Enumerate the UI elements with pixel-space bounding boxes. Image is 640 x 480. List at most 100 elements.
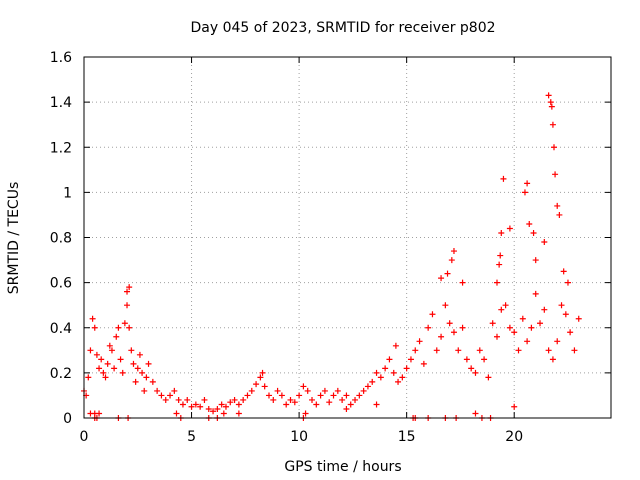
data-point [126,324,133,331]
data-point [550,144,557,151]
data-point [98,356,105,363]
data-point [448,257,455,264]
data-point [392,342,399,349]
data-point [257,374,264,381]
data-point [115,324,122,331]
data-point [571,347,578,354]
data-point [113,333,120,340]
data-point [541,239,548,246]
x-tick-label: 5 [187,429,196,445]
data-point [309,396,316,403]
data-point [283,401,290,408]
y-tick-label: 0.2 [50,366,72,382]
data-point [416,338,423,345]
data-point [192,401,199,408]
data-point [497,252,504,259]
data-point [532,257,539,264]
data-point [496,261,503,268]
data-point [162,396,169,403]
data-point [519,315,526,322]
data-point [515,347,522,354]
data-point [278,392,285,399]
data-point [111,365,118,372]
data-point [489,320,496,327]
data-point [547,99,554,106]
data-point [179,401,186,408]
data-point [554,338,561,345]
data-point [104,360,111,367]
y-tick-label: 0.8 [50,231,72,247]
data-point [558,302,565,309]
y-tick-label: 1.6 [50,50,72,66]
data-point [304,387,311,394]
data-point [356,392,363,399]
data-point [188,403,195,410]
data-point [274,387,281,394]
data-point [395,378,402,385]
data-point [552,171,559,178]
data-point [377,374,384,381]
y-tick-label: 1.2 [50,140,72,156]
x-tick-label: 0 [80,429,89,445]
data-point [463,356,470,363]
data-point [205,405,212,412]
data-point [210,408,217,415]
data-point [218,401,225,408]
data-point [248,387,255,394]
data-point [343,392,350,399]
data-point [425,324,432,331]
data-point [450,329,457,336]
data-point [545,347,552,354]
data-point [554,202,561,209]
data-point [93,351,100,358]
data-point [339,396,346,403]
data-point [352,396,359,403]
data-point [444,270,451,277]
data-point [121,320,128,327]
data-point [119,369,126,376]
data-point [526,220,533,227]
y-tick-label: 1 [63,185,72,201]
data-point [259,369,266,376]
data-point [524,338,531,345]
data-point [154,387,161,394]
data-point [132,378,139,385]
data-point [235,410,242,417]
data-point [511,403,518,410]
x-axis-label: GPS time / hours [284,459,401,475]
data-point [96,365,103,372]
data-point [240,396,247,403]
data-point [528,324,535,331]
data-point [214,405,221,412]
data-point [438,275,445,282]
data-point [556,211,563,218]
data-point [369,378,376,385]
data-point [472,410,479,417]
data-point [167,392,174,399]
data-point [386,356,393,363]
data-point [130,360,137,367]
data-point [326,399,333,406]
data-point [175,396,182,403]
data-point [511,329,518,336]
data-point [287,396,294,403]
data-point [253,381,260,388]
data-point [560,268,567,275]
data-point [498,229,505,236]
data-point [145,360,152,367]
data-point [446,320,453,327]
data-point [296,392,303,399]
data-point [139,369,146,376]
y-axis-label: SRMTID / TECUs [6,182,22,295]
data-point [126,284,133,291]
data-point [521,189,528,196]
data-point [493,279,500,286]
y-tick-label: 0.4 [50,321,72,337]
data-point [420,360,427,367]
data-point [106,342,113,349]
data-point [300,383,307,390]
data-point [541,306,548,313]
data-point [506,324,513,331]
data-point [548,103,555,110]
data-point [313,401,320,408]
